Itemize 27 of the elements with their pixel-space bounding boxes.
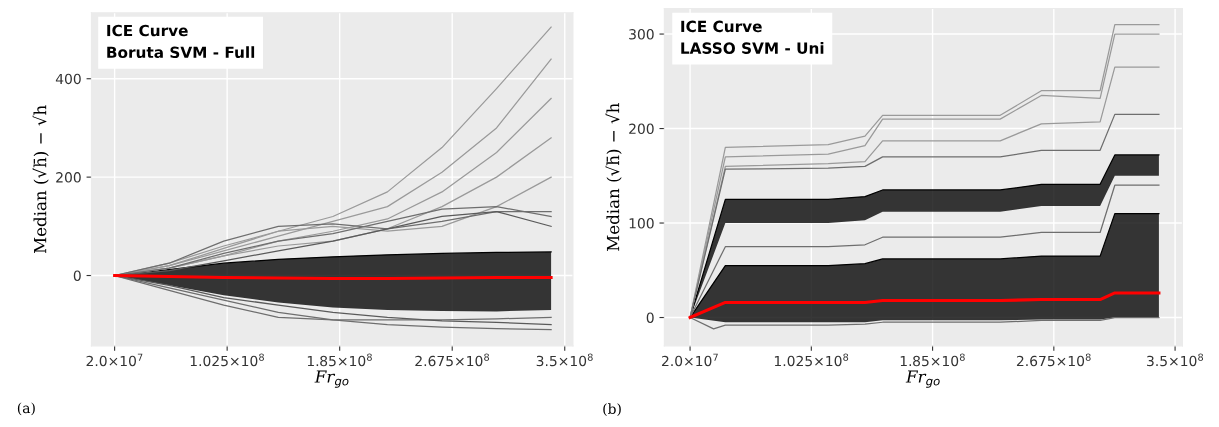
annotation: ICE Curve xyxy=(107,24,188,37)
y-tick-label: 400 xyxy=(55,73,81,85)
x-tick-label: 2.675×10$^{8}$ xyxy=(1016,353,1091,367)
y-tick-label: 300 xyxy=(629,29,654,40)
y-axis-title: Median (√h̄) − √h xyxy=(32,105,49,254)
x-tick-label: 2.0×10$^{7}$ xyxy=(662,353,718,367)
y-tick-label: 200 xyxy=(629,123,654,135)
text: (b) xyxy=(603,403,621,416)
y-tick-label: 0 xyxy=(73,270,81,281)
y-axis-title: Median (√h̄) − √h xyxy=(605,103,622,251)
x-tick-label: 2.675×10$^{8}$ xyxy=(415,353,490,367)
text: (a) xyxy=(17,402,35,416)
y-tick-label: 0 xyxy=(646,312,654,323)
annotation: Boruta SVM - Full xyxy=(107,46,255,59)
x-tick-label: 1.025×10$^{8}$ xyxy=(774,353,849,367)
x-tick-label: 1.025×10$^{8}$ xyxy=(190,353,264,367)
y-tick-label: 200 xyxy=(56,172,81,183)
x-tick-label: 2.0×10$^{7}$ xyxy=(86,353,143,367)
x-tick-label: 1.85×10$^{8}$ xyxy=(900,353,965,367)
annotation: ICE Curve xyxy=(681,20,762,33)
x-axis-title: Fr$_{go}$ xyxy=(314,370,349,388)
annotation: LASSO SVM - Uni xyxy=(681,42,824,54)
y-tick-label: 100 xyxy=(629,218,654,229)
x-tick-label: 3.5×10$^{8}$ xyxy=(536,353,593,367)
x-tick-label: 3.5×10$^{8}$ xyxy=(1147,353,1204,367)
x-tick-label: 1.85×10$^{8}$ xyxy=(307,353,372,367)
x-axis-title: Fr$_{go}$ xyxy=(905,370,940,388)
